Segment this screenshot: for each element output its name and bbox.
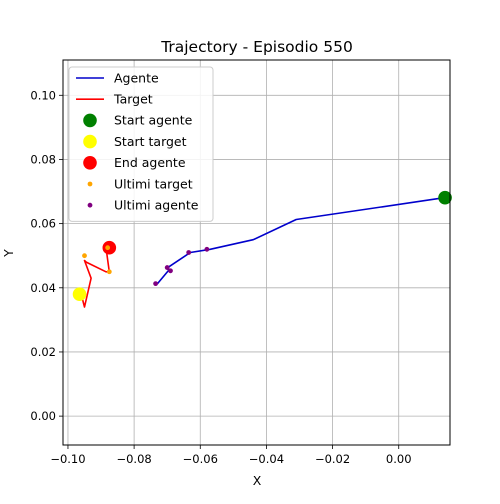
marker-ultimi-agente	[164, 265, 170, 270]
y-tick-label: 0.02	[30, 345, 56, 359]
legend-label: End agente	[114, 155, 186, 170]
legend-item-start-agente: Start agente	[83, 113, 193, 128]
marker-ultimi-target	[106, 269, 112, 275]
marker-ultimi-agente	[204, 246, 210, 252]
y-axis-ticks: 0.00 0.02 0.04 0.06 0.08 0.10	[30, 88, 63, 423]
legend-item-ultimi-target: Ultimi target	[87, 176, 193, 191]
plot-markers	[72, 190, 452, 302]
legend-label: Ultimi target	[114, 176, 193, 191]
x-tick-label: 0.00	[386, 452, 412, 466]
y-tick-label: 0.06	[30, 217, 56, 231]
x-tick-label: −0.02	[315, 452, 350, 466]
x-axis-ticks: −0.10 −0.08 −0.06 −0.04 −0.02 0.00	[50, 445, 412, 466]
y-tick-label: 0.10	[30, 88, 56, 102]
y-axis-label: Y	[1, 249, 16, 258]
legend-swatch	[83, 134, 97, 149]
plot-frame	[62, 59, 451, 446]
legend-item-start-target: Start target	[83, 134, 187, 149]
legend: Agente Target Start agente Start target End …	[68, 66, 214, 222]
legend-swatch	[87, 181, 93, 187]
marker-ultimi-agente	[168, 268, 173, 274]
legend-swatch	[87, 202, 93, 208]
legend-label: Target	[113, 92, 153, 107]
legend-label: Agente	[114, 70, 159, 85]
marker-ultimi-agente	[186, 250, 192, 255]
legend-label: Start target	[114, 134, 187, 149]
x-tick-label: −0.06	[183, 452, 218, 466]
y-tick-label: 0.00	[30, 409, 56, 423]
legend-swatch	[83, 156, 97, 170]
x-tick-label: −0.08	[116, 452, 151, 466]
legend-item-agente: Agente	[76, 70, 159, 85]
legend-item-target: Target	[76, 92, 153, 107]
y-tick-label: 0.04	[30, 281, 56, 295]
legend-label: Ultimi agente	[114, 198, 199, 213]
x-tick-label: −0.04	[249, 452, 284, 466]
marker-start-agente	[438, 190, 452, 205]
marker-ultimi-agente	[153, 281, 159, 287]
marker-start-target	[72, 287, 87, 302]
legend-box	[68, 66, 214, 222]
legend-swatch	[83, 113, 97, 128]
legend-label: Start agente	[114, 113, 193, 128]
x-tick-label: −0.10	[50, 452, 85, 466]
legend-item-end-agente: End agente	[83, 155, 186, 170]
marker-ultimi-target	[105, 245, 111, 251]
y-tick-label: 0.08	[30, 152, 56, 166]
marker-ultimi-target	[82, 253, 87, 259]
legend-item-ultimi-agente: Ultimi agente	[87, 198, 199, 213]
chart-title: Trajectory - Episodio 550	[160, 38, 353, 56]
x-axis-label: X	[253, 473, 262, 488]
